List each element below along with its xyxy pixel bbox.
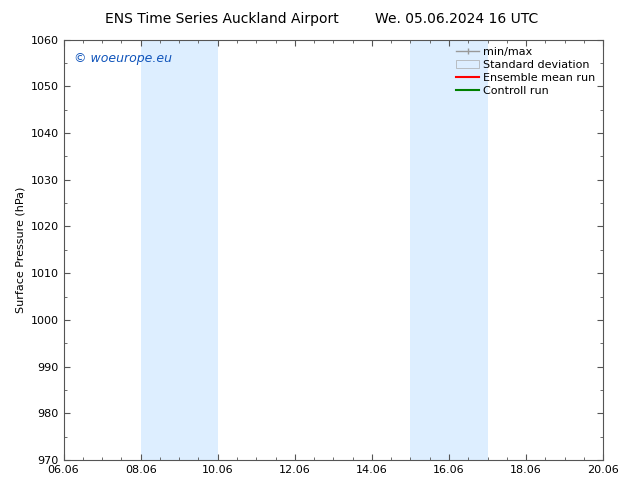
Legend: min/max, Standard deviation, Ensemble mean run, Controll run: min/max, Standard deviation, Ensemble me… [453, 44, 598, 99]
Bar [141, 40, 217, 460]
Text: © woeurope.eu: © woeurope.eu [74, 52, 172, 65]
Y-axis label: Surface Pressure (hPa): Surface Pressure (hPa) [15, 187, 25, 313]
Bar [410, 40, 488, 460]
Text: ENS Time Series Auckland Airport: ENS Time Series Auckland Airport [105, 12, 339, 26]
Text: We. 05.06.2024 16 UTC: We. 05.06.2024 16 UTC [375, 12, 538, 26]
